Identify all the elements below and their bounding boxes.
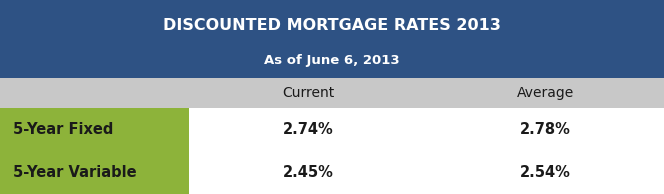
Text: 2.74%: 2.74%: [283, 122, 333, 137]
Text: Current: Current: [282, 86, 334, 100]
Text: DISCOUNTED MORTGAGE RATES 2013: DISCOUNTED MORTGAGE RATES 2013: [163, 18, 501, 33]
Text: 2.54%: 2.54%: [520, 165, 571, 180]
Text: 2.45%: 2.45%: [283, 165, 333, 180]
Text: 2.78%: 2.78%: [520, 122, 571, 137]
Bar: [0, 0, 664, 78]
Bar: [189, 151, 664, 194]
Text: As of June 6, 2013: As of June 6, 2013: [264, 54, 400, 67]
Text: 5-Year Variable: 5-Year Variable: [13, 165, 137, 180]
Text: 5-Year Fixed: 5-Year Fixed: [13, 122, 114, 137]
Bar: [189, 108, 664, 151]
Bar: [0, 151, 189, 194]
Text: Average: Average: [517, 86, 574, 100]
Bar: [0, 78, 664, 108]
Bar: [0, 108, 189, 151]
